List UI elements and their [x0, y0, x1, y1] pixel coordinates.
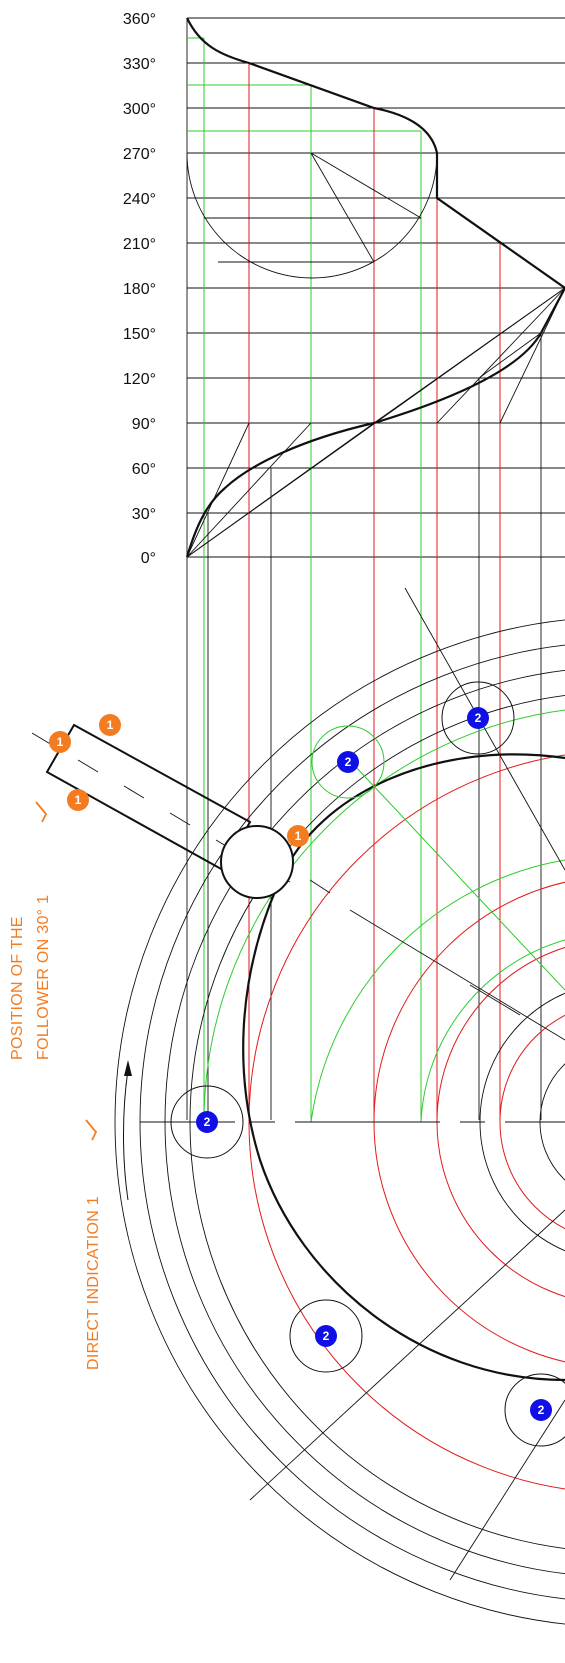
- svg-text:1: 1: [57, 735, 64, 749]
- marker-one: 1: [67, 789, 89, 811]
- concentric-arcs-green: [203, 709, 565, 1123]
- green-construction-lines: [187, 37, 421, 132]
- position-note-line2: FOLLOWER ON 30° 1: [35, 895, 52, 1060]
- marker-two: 2: [196, 1111, 218, 1133]
- green-radial-line: [353, 764, 565, 991]
- angle-label-150: 150°: [123, 326, 156, 343]
- marker-one-group: 1 1 1 1: [49, 714, 309, 847]
- svg-text:2: 2: [345, 755, 352, 769]
- svg-text:1: 1: [107, 718, 114, 732]
- check-icon: [35, 801, 48, 823]
- black-projection-lines: [207, 333, 542, 1120]
- svg-text:1: 1: [75, 793, 82, 807]
- roller-position-green: [311, 725, 385, 799]
- svg-text:1: 1: [295, 829, 302, 843]
- angle-label-240: 240°: [123, 191, 156, 208]
- svg-text:2: 2: [323, 1329, 330, 1343]
- angle-label-360: 360°: [123, 11, 156, 28]
- follower-roller: [220, 825, 294, 899]
- angle-label-0: 0°: [141, 550, 156, 567]
- angle-label-90: 90°: [132, 416, 156, 433]
- svg-text:2: 2: [538, 1403, 545, 1417]
- follower-position-note: POSITION OF THE FOLLOWER ON 30° 1: [9, 801, 52, 1060]
- angle-label-120: 120°: [123, 371, 156, 388]
- angle-label-30: 30°: [132, 506, 156, 523]
- roller-positions: [170, 681, 565, 1447]
- angle-label-330: 330°: [123, 56, 156, 73]
- marker-two: 2: [530, 1399, 552, 1421]
- red-projection-lines: [248, 63, 501, 1122]
- centre-lines: [140, 587, 565, 1581]
- svg-text:2: 2: [475, 711, 482, 725]
- marker-two-group: 2 2 2 2 2: [196, 707, 552, 1421]
- angle-label-300: 300°: [123, 101, 156, 118]
- construction-chords: [186, 287, 565, 558]
- direct-indication-note: DIRECT INDICATION 1: [85, 1119, 102, 1370]
- construction-semicircle: [186, 152, 438, 279]
- marker-one: 1: [49, 731, 71, 753]
- angle-axis-labels: 360° 330° 300° 270° 240° 210° 180° 150° …: [123, 11, 156, 567]
- marker-two: 2: [467, 707, 489, 729]
- position-note-line1: POSITION OF THE: [9, 916, 26, 1060]
- marker-two: 2: [315, 1325, 337, 1347]
- svg-text:2: 2: [204, 1115, 211, 1129]
- marker-two: 2: [337, 751, 359, 773]
- angle-label-270: 270°: [123, 146, 156, 163]
- marker-one: 1: [287, 825, 309, 847]
- angle-label-210: 210°: [123, 236, 156, 253]
- cam-profile: [242, 753, 565, 1382]
- marker-one: 1: [99, 714, 121, 736]
- direct-indication-label: DIRECT INDICATION 1: [85, 1196, 102, 1370]
- green-projection-lines: [203, 38, 422, 1122]
- diagram-grid: [186, 17, 565, 1120]
- angle-label-180: 180°: [123, 281, 156, 298]
- check-icon: [85, 1119, 98, 1141]
- displacement-curve: [185, 17, 565, 558]
- angle-label-60: 60°: [132, 461, 156, 478]
- rotation-arrow: [123, 1060, 132, 1201]
